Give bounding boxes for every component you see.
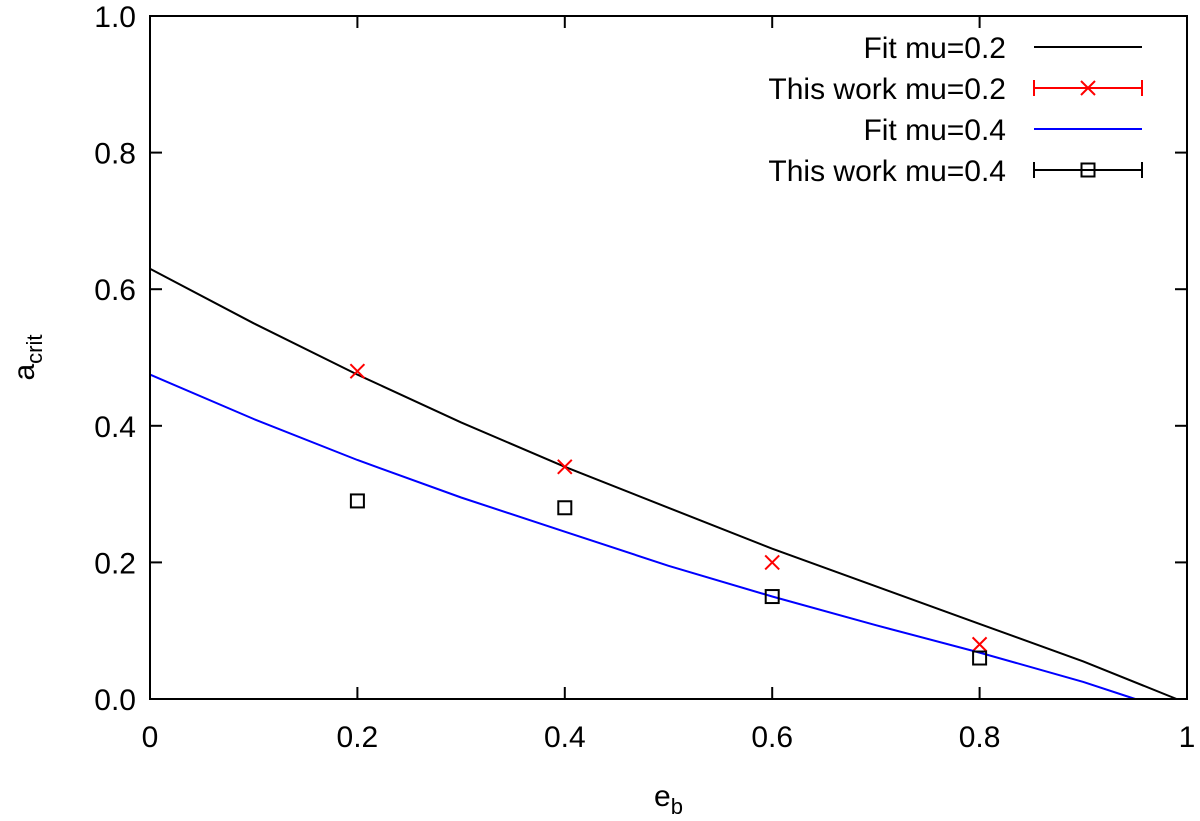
- plot-frame: [149, 15, 1188, 700]
- legend-label: This work mu=0.2: [768, 73, 1006, 106]
- y-tick-label: 0.8: [94, 138, 136, 171]
- data-point: [557, 500, 573, 516]
- data-point: [1080, 162, 1096, 178]
- x-tick-label: 1: [1179, 721, 1196, 754]
- y-axis-label-sub: crit: [22, 334, 47, 363]
- legend-item: Fit mu=0.4: [863, 114, 1142, 147]
- data-point: [972, 650, 988, 666]
- y-tick-label: 0.4: [94, 411, 136, 444]
- y-axis-label-main: a: [8, 364, 41, 381]
- y-axis-label: acrit: [8, 334, 47, 380]
- legend: Fit mu=0.2 This work mu=0.2 Fit mu=0.4 This…: [768, 32, 1143, 188]
- legend-label: Fit mu=0.2: [863, 32, 1006, 65]
- series-layer: [149, 267, 1177, 700]
- data-point: [349, 363, 366, 379]
- legend-item: This work mu=0.2: [768, 73, 1143, 106]
- series-line: [149, 267, 1177, 700]
- legend-label: Fit mu=0.4: [863, 114, 1006, 147]
- data-point: [349, 493, 365, 509]
- x-tick-label: 0.8: [959, 721, 1001, 754]
- ticks-layer: 0 0.2 0.4 0.6 0.8 1 0.0 0.2 0.4 0.6 0.8 1.0: [94, 1, 1195, 754]
- x-tick-label: 0.4: [544, 721, 586, 754]
- y-tick-label: 0.0: [94, 684, 136, 717]
- y-tick-label: 0.2: [94, 547, 136, 580]
- x-tick-label: 0.2: [337, 721, 379, 754]
- series-3: [149, 373, 1136, 700]
- legend-item: This work mu=0.4: [768, 155, 1143, 188]
- y-tick-label: 1.0: [94, 1, 136, 34]
- data-point: [764, 589, 780, 605]
- series-4: [349, 493, 988, 666]
- x-tick-label: 0: [142, 721, 159, 754]
- series-1: [149, 267, 1177, 700]
- x-axis-label: eb: [654, 780, 683, 819]
- y-tick-label: 0.6: [94, 274, 136, 307]
- x-axis-label-sub: b: [671, 794, 683, 819]
- data-point: [557, 459, 573, 475]
- legend-label: This work mu=0.4: [768, 155, 1006, 188]
- x-tick-label: 0.6: [751, 721, 793, 754]
- legend-item: Fit mu=0.2: [863, 32, 1142, 65]
- data-point: [1080, 80, 1096, 96]
- data-point: [971, 636, 988, 653]
- series-2: [349, 363, 988, 653]
- x-axis-label-main: e: [654, 780, 671, 813]
- series-line: [149, 373, 1136, 700]
- data-point: [764, 554, 780, 571]
